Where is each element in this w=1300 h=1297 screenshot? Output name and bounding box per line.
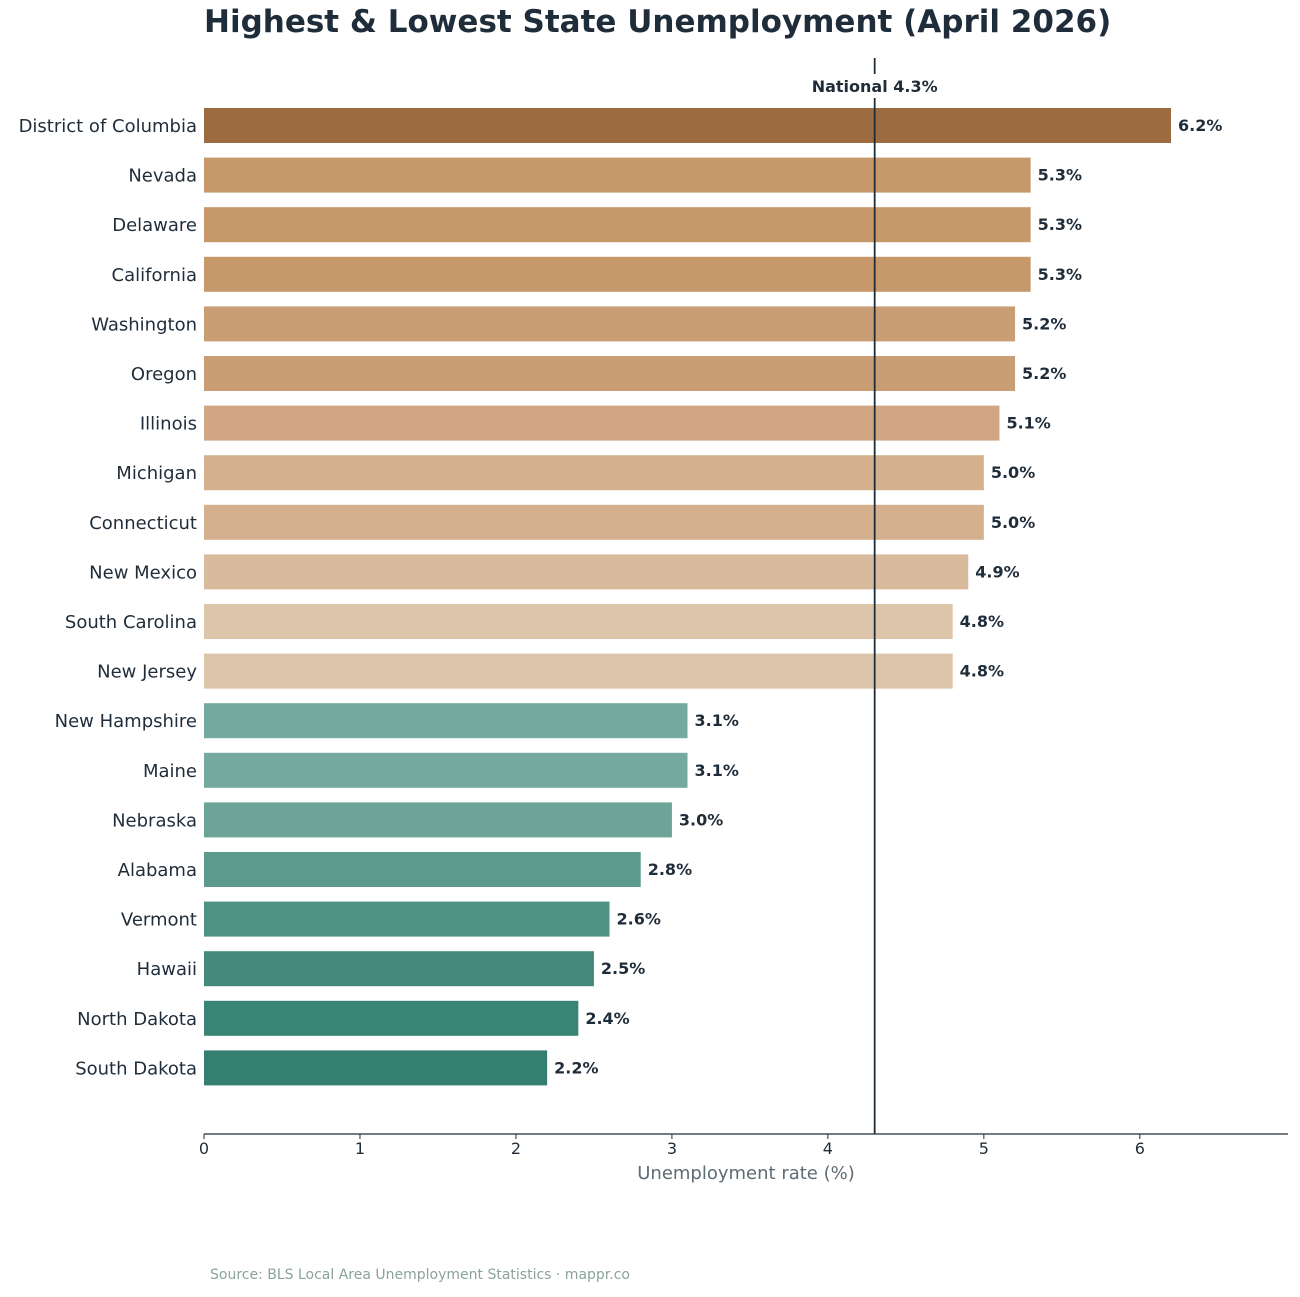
value-label-new-hampshire: 3.1% (695, 711, 739, 730)
bar-vermont (204, 901, 610, 937)
value-label-vermont: 2.6% (617, 910, 661, 929)
bar-oregon (204, 356, 1016, 391)
value-label-michigan: 5.0% (991, 463, 1035, 482)
value-label-hawaii: 2.5% (601, 959, 645, 978)
value-label-california: 5.3% (1038, 265, 1082, 284)
category-label-michigan: Michigan (116, 463, 197, 484)
value-label-district-of-columbia: 6.2% (1178, 116, 1222, 135)
category-label-new-mexico: New Mexico (89, 562, 197, 583)
bars-group (204, 108, 1172, 1086)
value-label-nevada: 5.3% (1038, 166, 1082, 185)
category-label-north-dakota: North Dakota (77, 1009, 197, 1030)
bar-nebraska (204, 802, 672, 838)
value-label-nebraska: 3.0% (679, 810, 723, 829)
category-label-new-hampshire: New Hampshire (55, 711, 197, 732)
bar-delaware (204, 207, 1031, 243)
category-label-district-of-columbia: District of Columbia (19, 116, 197, 137)
category-label-hawaii: Hawaii (137, 959, 197, 980)
bar-south-dakota (204, 1050, 548, 1086)
bar-new-mexico (204, 554, 969, 590)
x-tick-label-5: 5 (979, 1139, 989, 1158)
value-label-oregon: 5.2% (1022, 364, 1066, 383)
chart-title: Highest & Lowest State Unemployment (Apr… (204, 4, 1112, 40)
bar-illinois (204, 405, 1000, 441)
bar-north-dakota (204, 1000, 579, 1036)
category-label-vermont: Vermont (121, 910, 197, 931)
bar-district-of-columbia (204, 108, 1172, 143)
bar-nevada (204, 157, 1031, 193)
value-label-washington: 5.2% (1022, 314, 1066, 333)
value-label-alabama: 2.8% (648, 860, 692, 879)
category-label-new-jersey: New Jersey (97, 662, 197, 683)
category-label-oregon: Oregon (131, 364, 197, 385)
x-tick-label-4: 4 (823, 1139, 833, 1158)
category-label-illinois: Illinois (140, 414, 197, 435)
value-label-connecticut: 5.0% (991, 513, 1035, 532)
category-label-washington: Washington (91, 314, 197, 335)
bar-connecticut (204, 504, 984, 540)
x-tick-label-6: 6 (1135, 1139, 1145, 1158)
category-label-south-dakota: South Dakota (75, 1058, 197, 1079)
value-label-illinois: 5.1% (1006, 414, 1050, 433)
value-label-delaware: 5.3% (1038, 215, 1082, 234)
value-label-maine: 3.1% (695, 761, 739, 780)
x-tick-label-3: 3 (667, 1139, 677, 1158)
category-label-alabama: Alabama (118, 860, 197, 881)
category-label-california: California (112, 265, 197, 286)
category-label-delaware: Delaware (112, 215, 197, 236)
reference-label-background (806, 74, 943, 98)
value-label-south-dakota: 2.2% (554, 1058, 598, 1077)
x-tick-label-0: 0 (199, 1139, 209, 1158)
value-label-new-jersey: 4.8% (960, 662, 1004, 681)
value-label-new-mexico: 4.9% (975, 562, 1019, 581)
value-label-south-carolina: 4.8% (960, 612, 1004, 631)
bar-new-hampshire (204, 703, 688, 739)
bar-maine (204, 752, 688, 788)
category-label-maine: Maine (143, 761, 197, 782)
category-label-connecticut: Connecticut (89, 513, 197, 534)
bar-alabama (204, 852, 641, 887)
national-reference-label: National 4.3% (812, 77, 938, 96)
x-tick-label-1: 1 (355, 1139, 365, 1158)
bar-hawaii (204, 951, 594, 987)
bar-new-jersey (204, 653, 953, 689)
source-note: Source: BLS Local Area Unemployment Stat… (210, 1267, 630, 1283)
bar-michigan (204, 455, 984, 491)
x-tick-label-2: 2 (511, 1139, 521, 1158)
bar-washington (204, 306, 1016, 342)
value-label-north-dakota: 2.4% (585, 1009, 629, 1028)
category-label-south-carolina: South Carolina (65, 612, 197, 633)
x-axis-ticks-group: 0 1 2 3 4 5 6 (199, 1134, 1145, 1158)
x-axis-title: Unemployment rate (%) (637, 1163, 855, 1184)
category-label-nebraska: Nebraska (112, 810, 197, 831)
category-label-nevada: Nevada (128, 166, 197, 187)
category-labels-group: District of Columbia Nevada Delaware Califo… (19, 116, 198, 1079)
bar-south-carolina (204, 604, 953, 639)
value-labels-group: 6.2% 5.3% 5.3% 5.3% 5.2% 5.2% 5.1% 5.0% 5.0% 4.9%… (554, 116, 1222, 1077)
bar-california (204, 256, 1031, 292)
